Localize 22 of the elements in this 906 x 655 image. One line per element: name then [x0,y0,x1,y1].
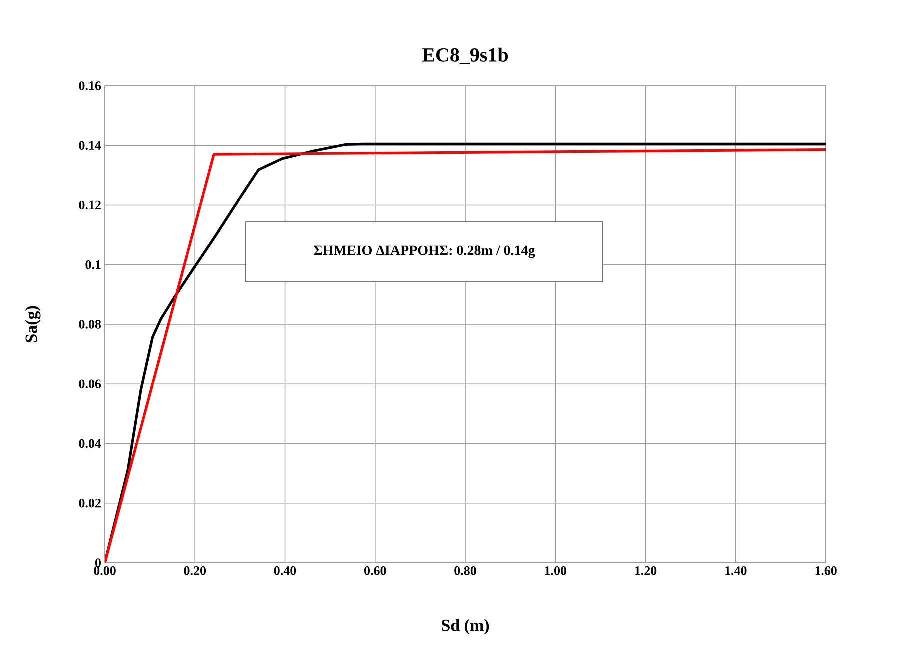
x-tick-label: 0.40 [274,566,296,576]
x-axis-title: Sd (m) [442,619,490,635]
x-tick-label: 0.20 [184,566,206,576]
chart-title: EC8_9s1b [422,48,508,64]
y-tick-label: 0.16 [79,82,102,90]
y-tick-label: 0.04 [79,439,102,448]
annotation: ΣΗΜΕΙΟ ΔΙΑΡΡΟΗΣ: 0.28m / 0.14g [314,246,536,258]
y-tick-label: 0.12 [79,200,101,210]
x-tick-label: 1.60 [816,566,837,576]
y-axis-title: Sa(g) [25,306,41,342]
y-tick-label: 0.14 [79,141,102,150]
y-tick-label: 0 [95,558,101,568]
x-tick-label: 1.20 [635,566,657,576]
x-tick-label: 0.80 [454,566,476,576]
y-tick-label: 0.08 [79,320,102,329]
y-tick-label: 0.1 [86,260,101,270]
x-tick-label: 1.40 [726,566,747,576]
y-tick-label: 0.06 [79,380,102,389]
x-tick-label: 0.60 [364,566,386,576]
x-tick-label: 1.00 [545,566,567,576]
y-tick-label: 0.02 [79,498,101,508]
x-tick-label: 0.00 [94,566,116,576]
